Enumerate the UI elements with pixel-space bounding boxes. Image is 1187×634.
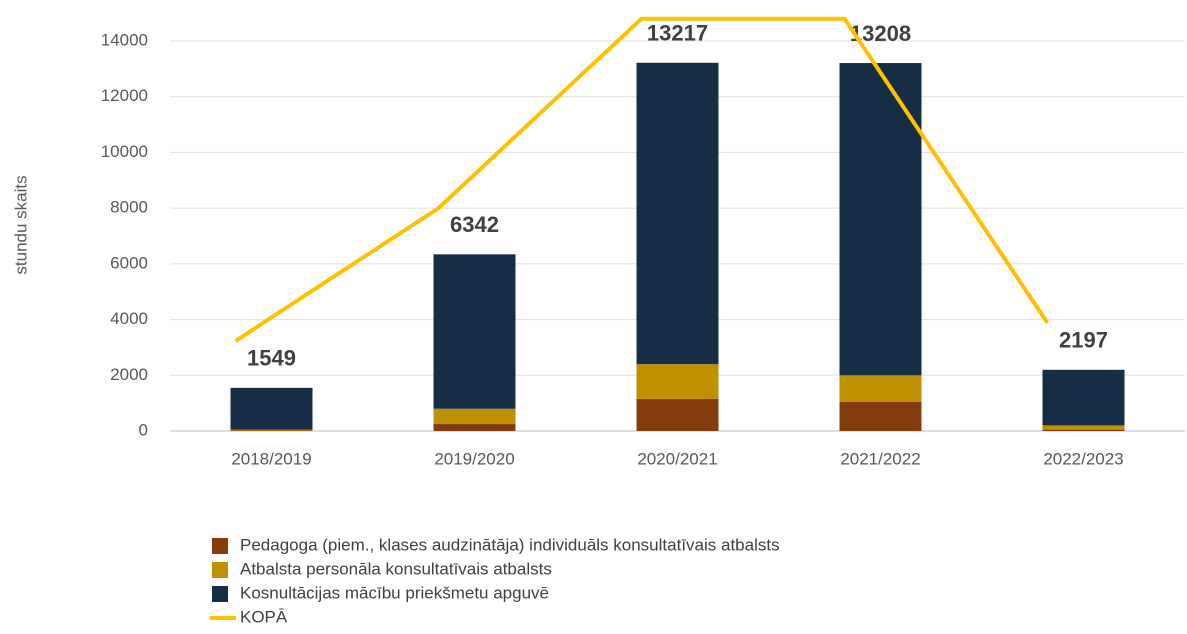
legend-swatch [212, 538, 228, 554]
bar-segment [433, 254, 516, 409]
legend-label: Kosnultācijas mācību priekšmetu apguvē [240, 583, 549, 602]
y-tick-label: 8000 [110, 198, 148, 217]
legend-label: Atbalsta personāla konsultatīvais atbals… [240, 559, 552, 578]
y-tick-label: 6000 [110, 253, 148, 272]
bar-segment [230, 387, 313, 430]
y-tick-label: 10000 [101, 142, 148, 161]
y-tick-label: 14000 [101, 30, 148, 49]
y-axis-label: stundu skaits [11, 175, 30, 274]
bar-segment [1042, 429, 1125, 431]
total-label: 13217 [647, 21, 708, 46]
x-tick-label: 2021/2022 [840, 449, 920, 468]
legend-label: Pedagoga (piem., klases audzinātāja) ind… [240, 535, 780, 554]
total-label: 1549 [247, 346, 296, 371]
bar-segment [636, 364, 719, 399]
bar-segment [433, 408, 516, 425]
bar-segment [839, 401, 922, 431]
x-tick-label: 2022/2023 [1043, 449, 1123, 468]
x-tick-label: 2020/2021 [637, 449, 717, 468]
legend-swatch [212, 562, 228, 578]
bar-segment [230, 430, 313, 431]
bar-segment [1042, 425, 1125, 430]
bar-segment [230, 429, 313, 431]
legend-label: KOPĀ [240, 607, 288, 626]
y-tick-label: 0 [139, 420, 148, 439]
x-tick-label: 2019/2020 [434, 449, 514, 468]
bar-segment [636, 398, 719, 431]
bar-segment [1042, 369, 1125, 426]
bar-segment [433, 424, 516, 431]
legend-swatch [212, 586, 228, 602]
y-tick-label: 2000 [110, 365, 148, 384]
bar-segment [839, 375, 922, 402]
total-line [234, 16, 1050, 343]
bar-segment [636, 62, 719, 365]
x-tick-label: 2018/2019 [231, 449, 311, 468]
y-tick-label: 4000 [110, 309, 148, 328]
total-label: 2197 [1059, 328, 1108, 353]
y-tick-label: 12000 [101, 86, 148, 105]
bar-segment [839, 63, 922, 376]
total-label: 6342 [450, 212, 499, 237]
